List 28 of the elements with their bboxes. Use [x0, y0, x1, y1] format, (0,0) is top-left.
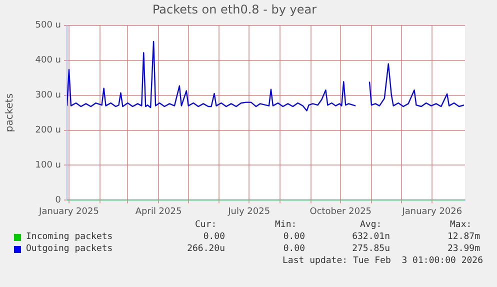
text: 12.87m [447, 232, 480, 242]
x-tick-label: January 2026 [401, 206, 462, 217]
y-tick-label: 200 u [35, 126, 61, 136]
text: 0.00 [203, 232, 225, 242]
x-tick-label: October 2025 [310, 206, 372, 217]
legend-label: Incoming packets [26, 232, 113, 242]
text: Min: [275, 220, 297, 230]
y-tick-label: 400 u [35, 56, 61, 66]
y-tick-label: 0 [55, 196, 62, 206]
x-tick-label: April 2025 [135, 206, 182, 217]
y-tick-label: 500 u [35, 20, 61, 31]
y-tick-label: 300 u [35, 90, 61, 101]
text: 23.99m [447, 244, 480, 254]
text: 0.00 [283, 232, 305, 242]
x-tick-label: January 2025 [38, 206, 99, 217]
text: 266.20u [187, 244, 225, 254]
chart-title: Packets on eth0.8 - by year [152, 2, 317, 16]
text: Avg: [360, 220, 382, 230]
x-tick-label: July 2025 [227, 206, 270, 217]
text: 632.01n [352, 232, 390, 242]
y-tick-label: 100 u [35, 160, 61, 171]
text: Max: [450, 220, 472, 230]
text: 0.00 [283, 244, 305, 254]
text: 275.85u [352, 244, 390, 254]
text: Last update: Tue Feb 3 01:00:00 2026 [282, 256, 483, 266]
y-axis-title: packets [4, 93, 16, 132]
text: Cur: [195, 220, 217, 230]
legend-label: Outgoing packets [26, 244, 113, 254]
